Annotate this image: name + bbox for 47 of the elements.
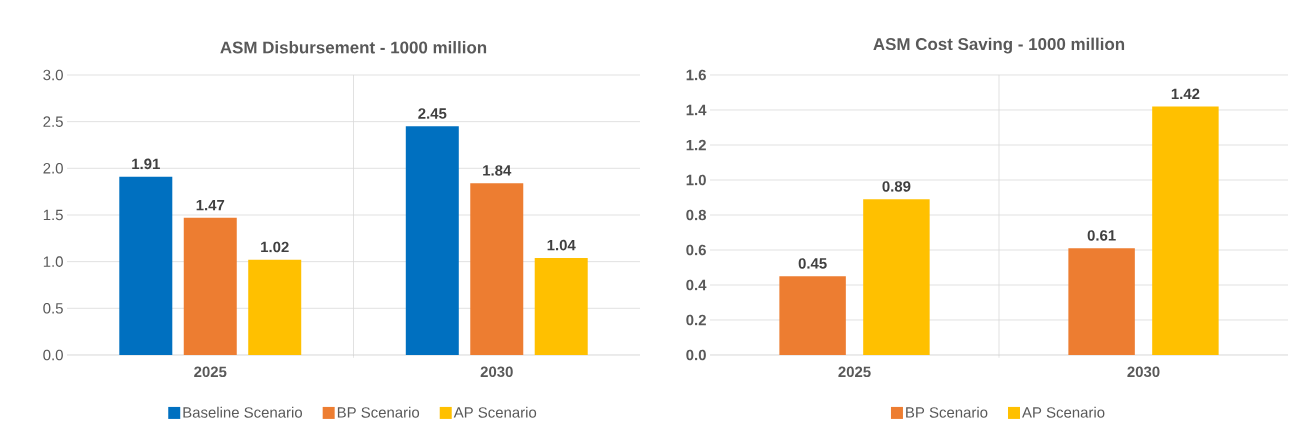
data-label: 0.45 <box>798 258 827 269</box>
legend-label: Baseline Scenario <box>183 406 303 418</box>
y-tick-label: 0.8 <box>686 209 707 221</box>
y-tick-label: 1.5 <box>43 209 63 221</box>
data-label: 0.61 <box>1087 230 1116 241</box>
y-tick-label: 1.4 <box>686 104 707 116</box>
bar <box>863 199 930 355</box>
legend-label: BP Scenario <box>337 406 420 418</box>
legend-label: BP Scenario <box>906 406 988 418</box>
bar <box>534 257 588 355</box>
y-tick-label: 1.6 <box>686 69 706 81</box>
bar <box>183 217 237 355</box>
y-tick-label: 1.0 <box>43 256 63 267</box>
data-label: 1.42 <box>1171 88 1200 99</box>
y-tick-label: 0.0 <box>686 349 706 361</box>
y-tick-label: 0.6 <box>686 244 706 256</box>
x-tick-label: 2025 <box>194 366 227 378</box>
data-label: 1.84 <box>483 165 512 176</box>
data-label: 0.89 <box>882 181 911 192</box>
x-tick-label: 2025 <box>838 366 871 378</box>
y-tick-label: 0.5 <box>43 303 63 314</box>
x-tick-label: 2030 <box>1127 366 1160 378</box>
bar <box>248 259 302 355</box>
legend-label: AP Scenario <box>453 406 537 418</box>
data-label: 1.47 <box>196 199 225 211</box>
bar <box>1068 248 1135 355</box>
y-tick-label: 2.0 <box>43 163 63 174</box>
x-tick-label: 2030 <box>480 366 513 378</box>
bar <box>119 176 173 355</box>
data-label: 1.91 <box>132 158 160 170</box>
bar <box>405 126 459 355</box>
y-tick-label: 0.0 <box>43 349 63 361</box>
y-tick-label: 0.4 <box>686 279 707 291</box>
y-tick-label: 0.2 <box>686 314 706 326</box>
y-tick-label: 1.2 <box>686 139 706 151</box>
y-tick-label: 2.5 <box>43 116 63 127</box>
bar <box>1152 106 1219 355</box>
legend-label: AP Scenario <box>1022 406 1105 418</box>
data-label: 1.04 <box>547 239 576 251</box>
bar <box>779 276 846 355</box>
bar <box>470 183 524 355</box>
y-tick-label: 1.0 <box>686 174 706 186</box>
data-label: 1.02 <box>261 241 289 253</box>
chart-title: ASM Disbursement - 1000 million <box>220 41 487 54</box>
data-label: 2.45 <box>418 108 447 119</box>
chart-title: ASM Cost Saving - 1000 million <box>873 37 1125 54</box>
y-tick-label: 3.0 <box>43 69 63 81</box>
